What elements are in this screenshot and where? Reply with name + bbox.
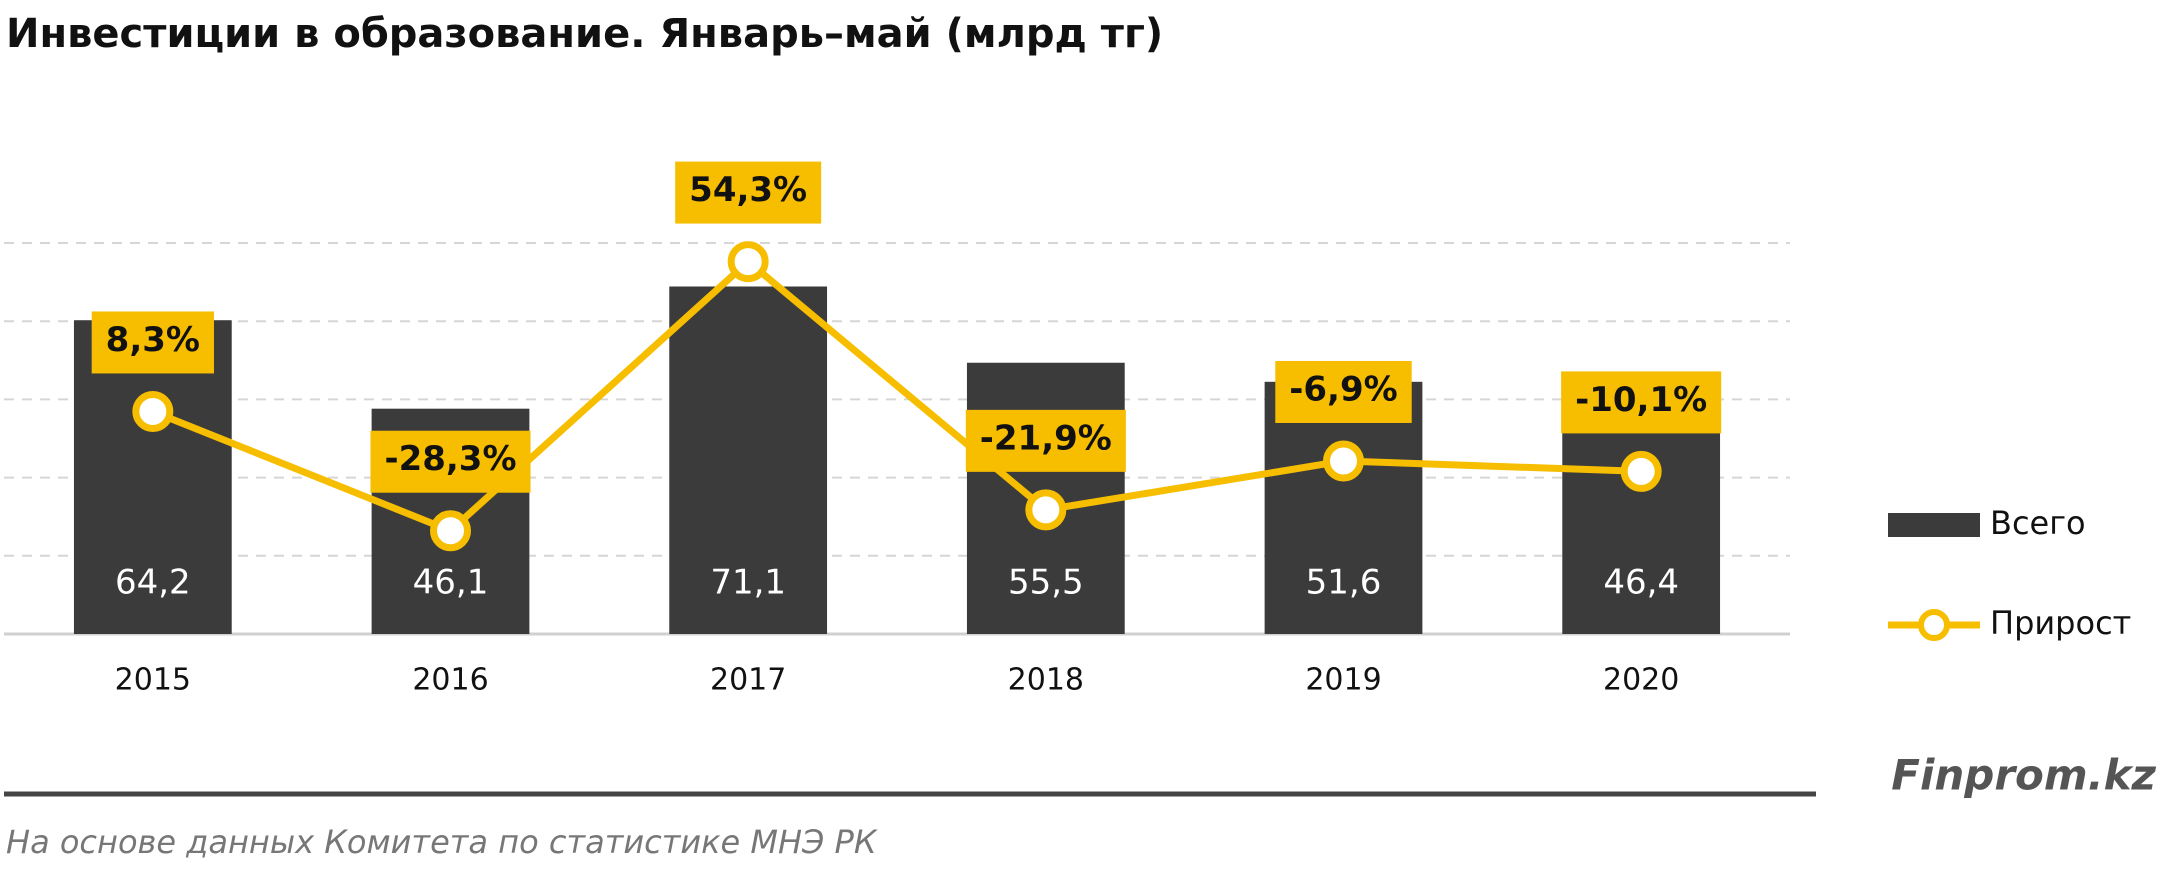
- x-tick-label: 2017: [710, 663, 786, 698]
- x-tick-label: 2016: [412, 663, 488, 698]
- growth-value-label: -10,1%: [1575, 380, 1707, 420]
- growth-value-label: 8,3%: [106, 320, 200, 360]
- growth-marker: [1620, 450, 1662, 492]
- growth-marker: [1025, 489, 1067, 531]
- bar-value-label: 46,4: [1603, 563, 1679, 603]
- growth-marker: [430, 510, 471, 552]
- growth-value-label: -6,9%: [1289, 369, 1397, 409]
- growth-label: -28,3%: [370, 430, 531, 493]
- bar-value-label: 46,1: [413, 563, 489, 603]
- label-box: [91, 311, 214, 374]
- growth-marker: [727, 241, 769, 283]
- bar-value-label: 51,6: [1306, 563, 1382, 603]
- source-note: На основе данных Комитета по статистике …: [6, 823, 878, 861]
- bar-value-label: 71,1: [710, 563, 786, 603]
- label-box: [1275, 360, 1412, 423]
- x-tick-label: 2018: [1008, 663, 1084, 698]
- growth-label: -10,1%: [1561, 371, 1722, 434]
- growth-value-label: -21,9%: [980, 418, 1112, 458]
- label-box: [965, 409, 1126, 472]
- bar-value-label: 55,5: [1008, 563, 1084, 603]
- chart-title: Инвестиции в образование. Январь–май (мл…: [6, 11, 1163, 57]
- growth-label: 54,3%: [675, 161, 822, 224]
- watermark: Finprom.kz: [1891, 751, 2156, 800]
- label-box: [1561, 371, 1722, 434]
- legend-label: Всего: [1990, 504, 2086, 542]
- bar-value-label: 64,2: [115, 563, 191, 603]
- x-tick-label: 2019: [1305, 663, 1381, 698]
- bar: [1562, 407, 1721, 634]
- x-tick-label: 2015: [115, 663, 191, 698]
- growth-marker: [132, 390, 174, 432]
- label-box: [370, 430, 531, 493]
- growth-value-label: -28,3%: [384, 439, 516, 479]
- x-tick-label: 2020: [1603, 663, 1679, 698]
- label-box: [675, 161, 822, 224]
- legend-swatch: [1888, 513, 1980, 537]
- growth-value-label: 54,3%: [689, 170, 807, 210]
- legend-label: Прирост: [1990, 604, 2131, 642]
- legend-marker: [1918, 609, 1950, 641]
- growth-label: -21,9%: [965, 409, 1126, 472]
- bar: [669, 286, 828, 634]
- growth-label: -6,9%: [1275, 360, 1412, 423]
- growth-line: [151, 258, 1642, 535]
- bar: [1264, 381, 1423, 634]
- growth-label: 8,3%: [91, 311, 214, 374]
- growth-marker: [1323, 440, 1364, 482]
